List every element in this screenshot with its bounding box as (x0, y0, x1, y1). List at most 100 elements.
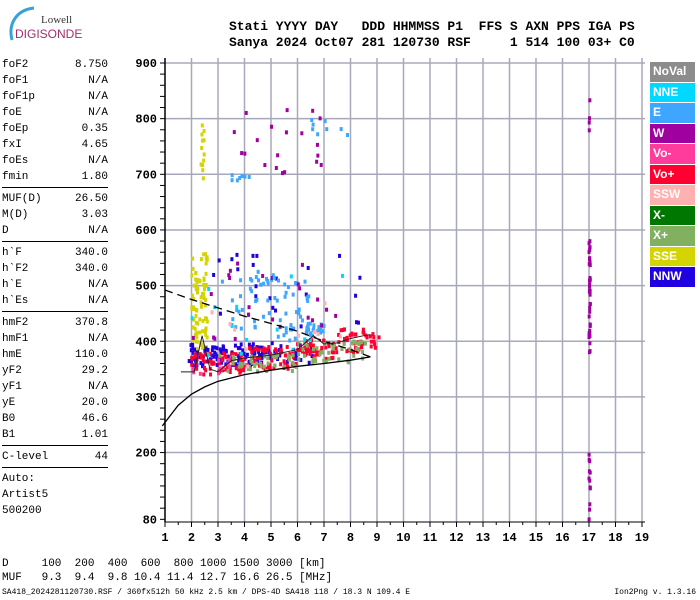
echo-point (190, 305, 194, 310)
echo-point (588, 302, 592, 307)
param-value: N/A (88, 295, 108, 307)
echo-point (189, 343, 193, 348)
x-tick-label: 14 (502, 531, 516, 545)
echo-point (364, 341, 368, 346)
echo-point (195, 361, 199, 366)
echo-point (204, 327, 208, 332)
echo-point (215, 357, 219, 362)
echo-point (347, 360, 351, 365)
distance-row: D 100 200 400 600 800 1000 1500 3000 [km… (2, 558, 326, 570)
echo-point (266, 361, 270, 366)
echo-point (224, 349, 228, 354)
param-value: 1.01 (81, 429, 108, 441)
echo-point (373, 342, 377, 347)
echo-point (235, 304, 239, 309)
echo-point (288, 338, 292, 343)
echo-point (293, 336, 297, 341)
echo-point (327, 356, 331, 361)
echo-point (282, 333, 286, 338)
param-row: yF1 N/A (2, 379, 108, 395)
echo-point (342, 336, 346, 341)
param-name: hmF1 (2, 333, 29, 345)
echo-point (193, 352, 197, 357)
echo-point (267, 345, 271, 350)
param-row: M(D) 3.03 (2, 207, 108, 223)
echo-point (331, 346, 335, 351)
echo-point (307, 294, 311, 299)
x-tick-label: 2 (188, 531, 195, 545)
echo-point (247, 342, 251, 347)
echo-point (226, 362, 230, 367)
param-row: h`E N/A (2, 277, 108, 293)
echo-point (255, 369, 259, 374)
echo-point (313, 356, 317, 361)
echo-point (298, 343, 302, 348)
autoscaling-l3: 500200 (2, 505, 42, 517)
legend-item-xminus: X- (650, 205, 695, 225)
x-tick-label: 7 (320, 531, 327, 545)
echo-point (227, 358, 231, 363)
echo-point (297, 357, 301, 362)
echo-point (270, 275, 274, 280)
muf-table: D 100 200 400 600 800 1000 1500 3000 [km… (2, 557, 332, 585)
legend-item-nnw: NNW (650, 267, 695, 287)
echo-point (284, 130, 288, 135)
echo-point (588, 247, 592, 252)
echo-point (191, 345, 195, 350)
echo-point (274, 355, 278, 360)
echo-point (296, 282, 300, 287)
echo-point (254, 346, 258, 351)
echo-point (199, 342, 203, 347)
echo-point (245, 337, 249, 342)
echo-point (356, 320, 360, 325)
echo-point (201, 358, 205, 363)
echo-point (305, 343, 309, 348)
echo-point (284, 326, 288, 331)
param-row: fmin 1.80 (2, 169, 108, 185)
echo-point (245, 352, 249, 357)
echo-point (322, 339, 326, 344)
echo-point (335, 350, 339, 355)
echo-point (200, 304, 204, 309)
echo-point (278, 353, 282, 358)
echo-point (359, 344, 363, 349)
echo-point (259, 364, 263, 369)
echo-point (285, 344, 289, 349)
echo-point (208, 352, 212, 357)
echo-point (194, 313, 198, 318)
param-row: yE 20.0 (2, 395, 108, 411)
x-tick-label: 13 (476, 531, 490, 545)
echo-point (242, 367, 246, 372)
echo-point (234, 325, 238, 330)
echo-point (190, 293, 194, 298)
param-name: h`Es (2, 295, 29, 307)
echo-point (588, 502, 592, 507)
echo-point (272, 366, 276, 371)
echo-point (235, 363, 239, 368)
echo-point (238, 294, 242, 299)
param-row: hmF1 N/A (2, 331, 108, 347)
echo-point (201, 168, 205, 173)
echo-point (283, 170, 287, 175)
echo-point (308, 341, 312, 346)
echo-point (201, 363, 205, 368)
echo-point (315, 159, 319, 164)
param-value: 110.0 (74, 349, 108, 361)
param-value: 340.0 (74, 247, 108, 259)
echo-point (204, 298, 208, 303)
echo-point (192, 356, 196, 361)
echo-point (247, 174, 251, 179)
echo-point (297, 311, 301, 316)
echo-point (190, 360, 194, 365)
echo-point (247, 364, 251, 369)
echo-point (212, 354, 216, 359)
echo-point (300, 131, 304, 136)
echo-point (322, 323, 326, 328)
param-value: N/A (88, 107, 108, 119)
echo-point (254, 294, 258, 299)
echo-point (262, 281, 266, 286)
echo-point (285, 108, 289, 113)
echo-point (306, 265, 310, 270)
echo-point (283, 364, 287, 369)
echo-point (274, 165, 278, 170)
